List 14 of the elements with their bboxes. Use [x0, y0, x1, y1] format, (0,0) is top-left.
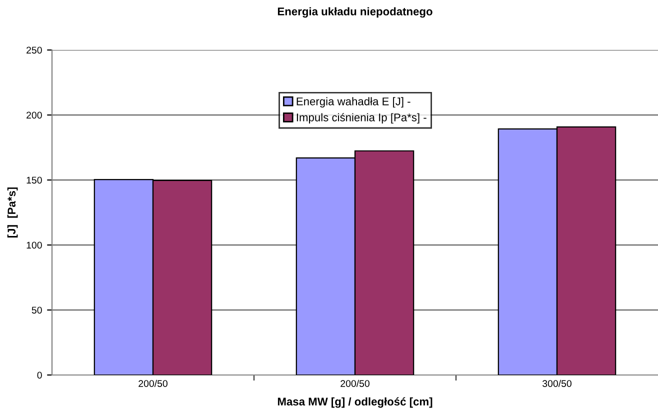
legend-label: Impuls ciśnienia Ip [Pa*s] -: [296, 113, 426, 124]
y-tick-label: 150: [26, 176, 42, 184]
y-tick-label: 100: [26, 242, 42, 249]
y-tick-label: 200: [26, 112, 42, 119]
x-tick-label: 200/50: [340, 380, 370, 387]
y-tick-label: 0: [37, 372, 42, 379]
x-tick-label: 300/50: [542, 380, 572, 387]
x-tick-label: 200/50: [138, 380, 168, 387]
y-tick-label: 250: [26, 46, 42, 54]
legend-label: Energia wahadła E [J] -: [296, 97, 410, 108]
chart-title: Energia układu niepodatnego: [278, 7, 432, 18]
y-tick-label: 50: [32, 306, 42, 314]
x-axis-title: Masa MW [g] / odległość [cm]: [278, 397, 432, 408]
y-axis-title: [J] [Pa*s]: [7, 188, 18, 238]
